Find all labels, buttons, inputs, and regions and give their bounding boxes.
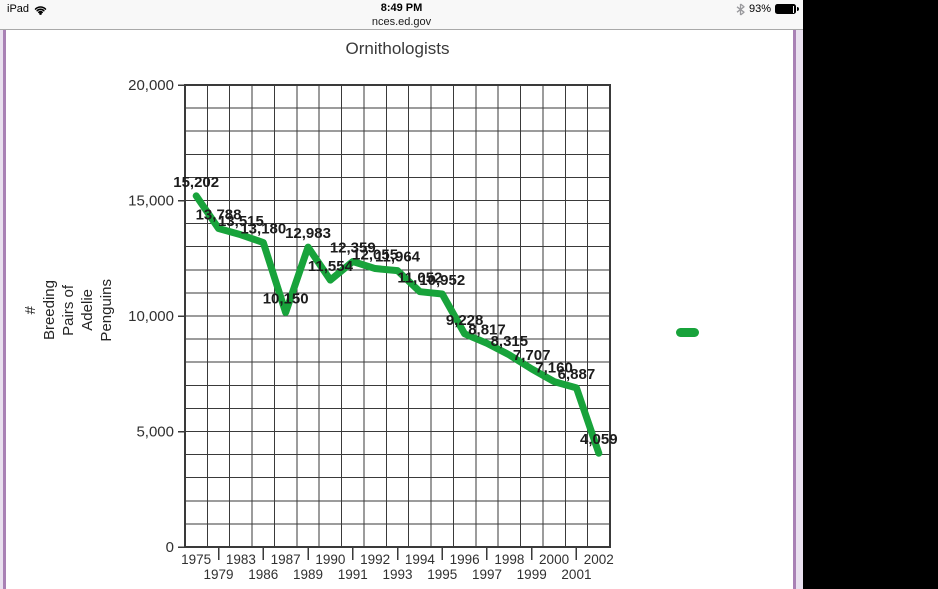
svg-text:1997: 1997	[472, 567, 502, 582]
svg-text:1991: 1991	[338, 567, 368, 582]
svg-text:1998: 1998	[494, 552, 524, 567]
wifi-icon	[34, 5, 47, 15]
svg-text:6,887: 6,887	[558, 366, 596, 383]
svg-text:15,202: 15,202	[173, 174, 219, 191]
svg-text:20,000: 20,000	[128, 77, 174, 94]
svg-text:11,964: 11,964	[375, 249, 421, 266]
svg-text:10,000: 10,000	[128, 308, 174, 325]
svg-text:1999: 1999	[517, 567, 547, 582]
bluetooth-icon	[736, 2, 745, 16]
svg-text:13,515: 13,515	[218, 213, 264, 230]
series-line	[192, 192, 603, 457]
svg-text:1994: 1994	[405, 552, 436, 567]
status-right: 93%	[736, 2, 799, 16]
page-edge-right-light	[796, 30, 803, 589]
page-edge-right-dark	[793, 30, 796, 589]
y-axis-tick-labels: 0 5,000 10,000 15,000 20,000	[128, 77, 174, 556]
svg-text:9,228: 9,228	[446, 312, 484, 329]
svg-text:1986: 1986	[248, 567, 278, 582]
axis-ticks	[178, 84, 578, 560]
svg-text:11,554: 11,554	[308, 258, 354, 275]
svg-text:1989: 1989	[293, 567, 323, 582]
ipad-screen: iPad 8:49 PM nces.ed.gov 93%	[0, 0, 803, 589]
page-edge-left-dark	[3, 30, 6, 589]
svg-text:8,315: 8,315	[491, 333, 529, 350]
clock: 8:49 PM	[380, 2, 423, 14]
svg-text:2000: 2000	[539, 552, 569, 567]
gridlines	[185, 85, 610, 547]
svg-text:1987: 1987	[271, 552, 301, 567]
svg-text:2001: 2001	[561, 567, 591, 582]
svg-text:1996: 1996	[450, 552, 480, 567]
svg-text:11,052: 11,052	[397, 270, 442, 287]
legend-series-marker	[676, 328, 699, 337]
chart-title: Ornithologists	[345, 39, 450, 58]
svg-text:7,707: 7,707	[513, 347, 551, 364]
status-left: iPad	[7, 2, 48, 16]
svg-text:1992: 1992	[360, 552, 390, 567]
svg-text:8,817: 8,817	[468, 321, 506, 338]
svg-text:10,150: 10,150	[263, 291, 309, 308]
x-axis-tick-labels: 1975197919831986198719891990199119921993…	[181, 552, 614, 582]
svg-text:4,059: 4,059	[580, 431, 618, 448]
svg-text:1990: 1990	[315, 552, 345, 567]
address-domain: nces.ed.gov	[371, 16, 432, 28]
battery-icon	[775, 4, 799, 14]
svg-text:2002: 2002	[584, 552, 614, 567]
svg-text:13,180: 13,180	[240, 221, 286, 238]
svg-text:12,055: 12,055	[352, 247, 398, 264]
svg-text:1995: 1995	[427, 567, 457, 582]
device-label: iPad	[7, 3, 30, 15]
svg-text:7,160: 7,160	[535, 360, 573, 377]
page-edge-left-light	[0, 30, 3, 589]
svg-text:12,983: 12,983	[285, 225, 331, 242]
svg-text:12,359: 12,359	[330, 240, 376, 257]
svg-text:13,788: 13,788	[196, 206, 242, 223]
svg-text:5,000: 5,000	[136, 424, 174, 441]
svg-text:10,952: 10,952	[419, 272, 465, 289]
svg-text:1979: 1979	[204, 567, 234, 582]
svg-text:15,000: 15,000	[128, 193, 174, 210]
svg-text:1975: 1975	[181, 552, 211, 567]
svg-text:0: 0	[166, 539, 174, 556]
status-bar: iPad 8:49 PM nces.ed.gov 93%	[0, 0, 803, 30]
battery-percent: 93%	[748, 3, 771, 15]
svg-text:1993: 1993	[382, 567, 412, 582]
chart-plot: 0 5,000 10,000 15,000 20,000 1975197919831986…	[128, 77, 617, 582]
svg-text:1983: 1983	[226, 552, 256, 567]
